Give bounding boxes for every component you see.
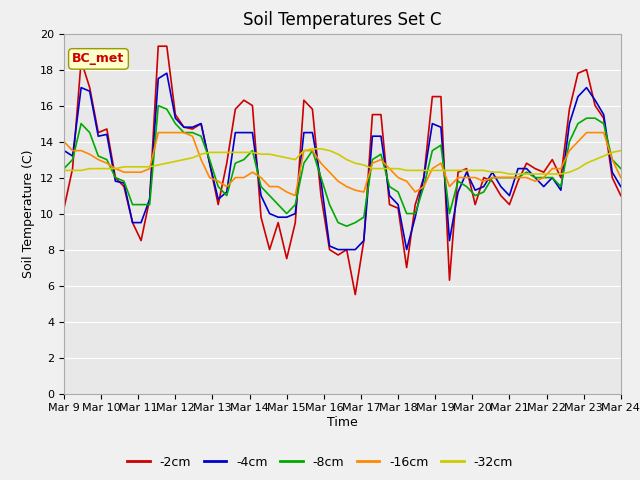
-8cm: [514, 175, 522, 180]
Line: -8cm: -8cm: [64, 106, 621, 226]
Text: BC_met: BC_met: [72, 52, 125, 65]
-4cm: [206, 160, 214, 166]
-2cm: [317, 192, 325, 199]
X-axis label: Time: Time: [327, 416, 358, 429]
-8cm: [617, 166, 625, 171]
-32cm: [617, 148, 625, 154]
-16cm: [317, 160, 325, 166]
-16cm: [514, 175, 522, 180]
-8cm: [60, 166, 68, 171]
Title: Soil Temperatures Set C: Soil Temperatures Set C: [243, 11, 442, 29]
Line: -16cm: -16cm: [64, 132, 621, 196]
Legend: -2cm, -4cm, -8cm, -16cm, -32cm: -2cm, -4cm, -8cm, -16cm, -32cm: [122, 451, 518, 474]
-4cm: [514, 166, 522, 171]
-4cm: [60, 148, 68, 154]
-2cm: [60, 205, 68, 211]
-16cm: [291, 192, 299, 199]
-8cm: [317, 175, 325, 180]
-4cm: [334, 247, 342, 252]
-32cm: [300, 148, 308, 154]
-2cm: [308, 106, 316, 112]
-16cm: [103, 160, 111, 166]
-4cm: [617, 184, 625, 190]
-16cm: [617, 175, 625, 180]
-8cm: [308, 148, 316, 154]
-2cm: [206, 160, 214, 166]
Line: -32cm: -32cm: [64, 149, 621, 174]
-8cm: [103, 156, 111, 162]
-32cm: [103, 166, 111, 171]
-16cm: [206, 175, 214, 180]
-4cm: [317, 178, 325, 184]
Line: -2cm: -2cm: [64, 46, 621, 295]
-2cm: [154, 43, 162, 49]
-2cm: [240, 97, 248, 103]
-16cm: [326, 169, 333, 175]
-4cm: [240, 130, 248, 135]
-8cm: [206, 156, 214, 162]
-32cm: [317, 146, 325, 152]
-4cm: [163, 70, 171, 76]
-2cm: [617, 192, 625, 199]
-2cm: [103, 126, 111, 132]
-8cm: [240, 156, 248, 162]
-2cm: [514, 178, 522, 184]
-32cm: [506, 171, 513, 177]
-2cm: [351, 292, 359, 298]
-32cm: [60, 168, 68, 173]
-32cm: [308, 146, 316, 152]
-16cm: [240, 175, 248, 180]
Line: -4cm: -4cm: [64, 73, 621, 250]
Y-axis label: Soil Temperature (C): Soil Temperature (C): [22, 149, 35, 278]
-4cm: [308, 130, 316, 135]
-8cm: [343, 223, 351, 229]
-4cm: [103, 132, 111, 137]
-32cm: [514, 171, 522, 177]
-32cm: [197, 151, 205, 157]
-16cm: [60, 139, 68, 144]
-8cm: [154, 103, 162, 108]
-16cm: [154, 130, 162, 135]
-32cm: [232, 150, 239, 156]
